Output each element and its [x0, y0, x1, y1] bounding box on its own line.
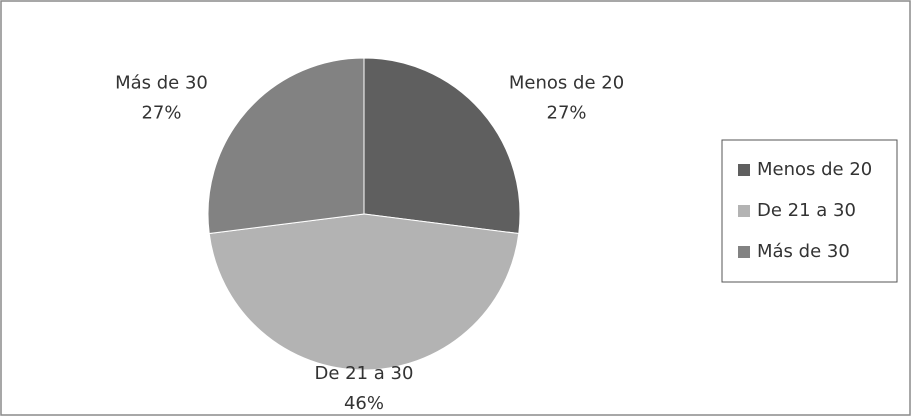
- legend-swatch: [738, 164, 750, 176]
- data-label-value: 27%: [141, 102, 181, 123]
- data-label-value: 27%: [547, 102, 587, 123]
- data-label-category: Menos de 20: [509, 72, 624, 93]
- legend-box: [721, 139, 898, 283]
- legend-swatch: [738, 246, 750, 258]
- legend-label: Más de 30: [757, 241, 850, 262]
- pie-slice: [207, 57, 365, 235]
- legend-label: Menos de 20: [757, 159, 872, 180]
- data-label-category: De 21 a 30: [315, 363, 414, 384]
- legend-swatch: [738, 205, 750, 217]
- legend-label: De 21 a 30: [757, 200, 856, 221]
- pie-slice: [208, 213, 520, 371]
- data-label-category: Más de 30: [115, 72, 208, 93]
- data-label-value: 46%: [344, 393, 384, 414]
- pie-slice: [363, 57, 521, 235]
